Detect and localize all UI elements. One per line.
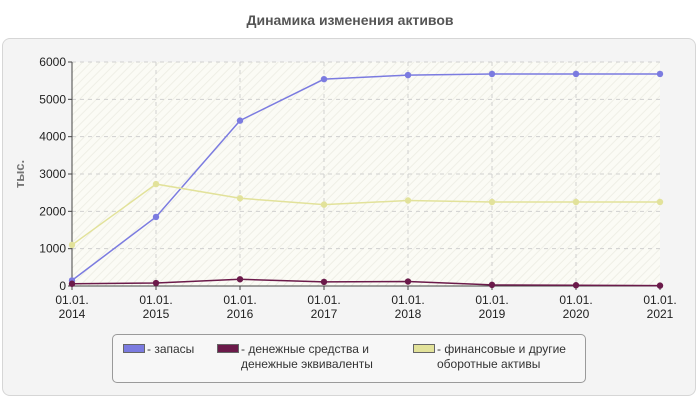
x-tick-label-line: 2017: [311, 307, 338, 321]
legend-label: - денежные средства и денежные эквивален…: [241, 342, 373, 371]
x-tick-label-line: 01.01.: [139, 293, 172, 307]
y-axis-label: тыс.: [12, 160, 27, 188]
series-2: [68, 276, 664, 289]
x-tick-label: 01.01. 2019: [475, 293, 508, 321]
series-1: [68, 70, 664, 284]
data-point: [488, 281, 496, 289]
data-point: [572, 70, 580, 78]
legend-label: - запасы: [147, 342, 195, 356]
data-point: [656, 198, 664, 206]
data-point: [404, 278, 412, 285]
legend-label: - финансовые и другие оборотные активы: [437, 342, 566, 371]
x-tick-label-line: 2018: [395, 307, 422, 321]
data-point: [320, 75, 328, 83]
x-tick-label-line: 01.01.: [307, 293, 340, 307]
x-tick-label: 01.01. 2021: [643, 293, 676, 321]
data-point: [236, 117, 244, 124]
x-tick-label: 01.01. 2015: [139, 293, 172, 321]
y-tick-label: 1000: [39, 242, 66, 256]
x-tick-label: 01.01. 2016: [223, 293, 256, 321]
data-point: [68, 241, 76, 249]
x-tick-label-line: 2020: [563, 307, 590, 321]
x-tick-label-line: 2021: [647, 307, 674, 321]
x-tick-label: 01.01. 2018: [391, 293, 424, 321]
data-point: [320, 278, 328, 286]
x-tick-label-line: 01.01.: [223, 293, 256, 307]
series-line: [71, 73, 660, 281]
data-point: [488, 198, 496, 206]
legend-swatch: [413, 344, 435, 353]
data-point: [68, 280, 76, 287]
series-3: [68, 180, 664, 249]
x-tick-label-line: 01.01.: [643, 293, 676, 307]
data-point: [152, 279, 160, 287]
x-tick-label-line: 01.01.: [475, 293, 508, 307]
y-tick-label: 5000: [39, 92, 66, 106]
x-tick-label-line: 2015: [143, 307, 170, 321]
x-tick-label: 01.01. 2020: [559, 293, 592, 321]
data-point: [656, 70, 664, 78]
series-line: [71, 183, 660, 246]
data-point: [572, 198, 580, 206]
data-point: [152, 180, 160, 188]
y-tick-label: 2000: [39, 204, 66, 218]
grid-lines: [72, 61, 660, 286]
x-tick-label-line: 2014: [59, 307, 86, 321]
series-lines: [68, 70, 664, 289]
data-point: [656, 282, 664, 289]
x-tick-label: 01.01. 2014: [55, 293, 88, 321]
data-point: [488, 70, 496, 78]
series-line: [71, 278, 661, 287]
data-point: [320, 201, 328, 208]
data-point: [236, 276, 244, 283]
x-tick-label: 01.01. 2017: [307, 293, 340, 321]
data-point: [404, 197, 412, 204]
x-tick-label-line: 01.01.: [559, 293, 592, 307]
y-tick-label: 4000: [39, 130, 66, 144]
x-tick-label-line: 2016: [227, 307, 254, 321]
data-point: [404, 71, 412, 79]
x-tick-label-line: 01.01.: [55, 293, 88, 307]
y-tick-label: 3000: [39, 167, 66, 181]
data-point: [236, 195, 244, 202]
data-point: [152, 213, 160, 221]
x-tick-label-line: 01.01.: [391, 293, 424, 307]
chart-legend: - запасы - денежные средства и денежные …: [112, 334, 586, 383]
chart-title: Динамика изменения активов: [246, 12, 454, 28]
y-tick-label: 6000: [39, 55, 66, 69]
legend-swatch: [123, 344, 145, 353]
legend-swatch: [217, 344, 239, 353]
x-tick-label-line: 2019: [479, 307, 506, 321]
y-tick-label: 0: [59, 279, 66, 293]
data-point: [572, 282, 580, 289]
